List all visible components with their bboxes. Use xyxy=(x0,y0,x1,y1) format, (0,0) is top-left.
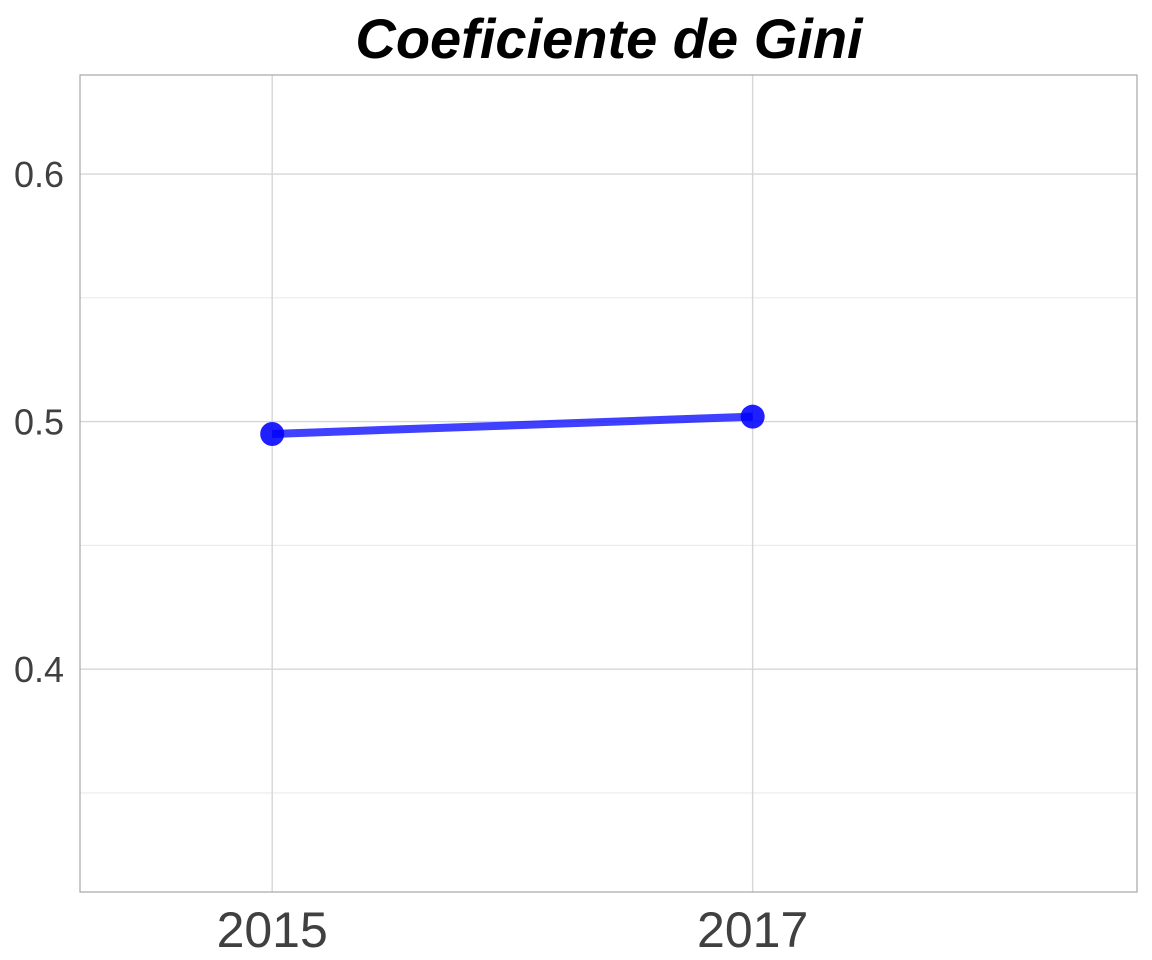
x-tick-label: 2015 xyxy=(217,902,328,958)
series-line-segment xyxy=(272,412,753,438)
chart-title: Coeficiente de Gini xyxy=(355,7,864,70)
y-tick-label: 0.6 xyxy=(14,154,64,195)
series-points xyxy=(260,404,765,446)
major-gridlines xyxy=(80,75,1137,892)
y-axis: 0.4 0.5 0.6 xyxy=(14,154,64,690)
data-point xyxy=(260,421,285,446)
y-tick-label: 0.4 xyxy=(14,649,64,690)
series-lines xyxy=(272,412,753,438)
y-tick-label: 0.5 xyxy=(14,402,64,443)
minor-gridlines xyxy=(80,297,1137,794)
x-axis: 2015 2017 xyxy=(217,902,809,958)
x-tick-label: 2017 xyxy=(697,902,808,958)
data-point xyxy=(740,404,765,429)
plot-panel-border xyxy=(79,74,1138,893)
